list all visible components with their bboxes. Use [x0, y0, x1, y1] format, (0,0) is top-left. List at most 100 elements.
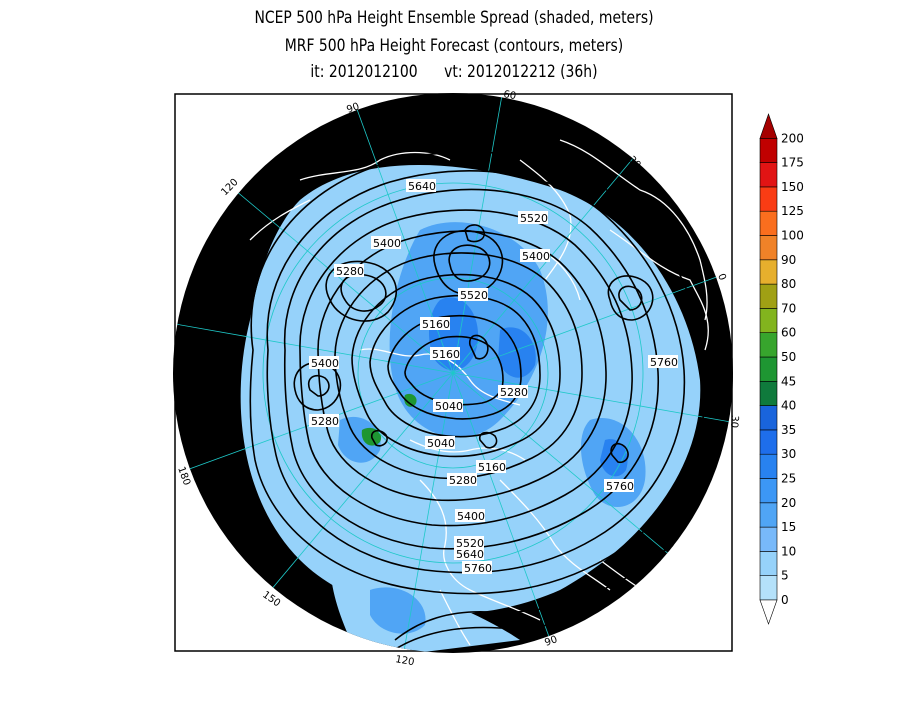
- contour-label: 5520: [458, 288, 488, 302]
- lon-label: 90: [543, 634, 559, 649]
- colorbar-tick-label: 35: [781, 423, 796, 437]
- contour-label: 5760: [604, 479, 634, 493]
- contour-label: 5280: [498, 385, 528, 399]
- svg-text:5280: 5280: [500, 386, 528, 399]
- svg-text:5760: 5760: [650, 356, 678, 369]
- spread-shading: [240, 165, 701, 653]
- colorbar-swatch: [759, 113, 778, 139]
- contour-label: 5160: [420, 317, 450, 331]
- colorbar-tick-label: 80: [781, 277, 796, 291]
- colorbar-tick-label: 90: [781, 253, 796, 267]
- contour-label: 5280: [447, 473, 477, 487]
- contour-label: 5760: [648, 355, 678, 369]
- contour-label: 5280: [309, 414, 339, 428]
- contour-label: 5400: [309, 356, 339, 370]
- colorbar-swatch: [759, 308, 778, 333]
- svg-text:5400: 5400: [311, 357, 339, 370]
- svg-text:5640: 5640: [408, 180, 436, 193]
- svg-text:5040: 5040: [435, 400, 463, 413]
- colorbar-tick-label: 0: [781, 593, 789, 607]
- svg-text:5520: 5520: [520, 212, 548, 225]
- svg-text:5280: 5280: [311, 415, 339, 428]
- lon-label: 120: [394, 654, 415, 668]
- contour-label: 5640: [454, 547, 484, 561]
- svg-text:5400: 5400: [373, 237, 401, 250]
- colorbar-tick-label: 30: [781, 447, 796, 461]
- colorbar-tick-label: 50: [781, 350, 796, 364]
- colorbar-tick-label: 15: [781, 520, 796, 534]
- contour-label: 5400: [371, 236, 401, 250]
- colorbar-tick-label: 45: [781, 374, 796, 388]
- contour-label: 5040: [433, 399, 463, 413]
- lon-label: 150: [174, 317, 188, 338]
- colorbar-tick-label: 40: [781, 399, 796, 413]
- colorbar-swatch: [759, 453, 778, 479]
- lon-label: 0: [715, 272, 728, 282]
- meridian-line: [452, 372, 556, 653]
- svg-text:5760: 5760: [606, 480, 634, 493]
- colorbar-swatch: [759, 526, 778, 552]
- meridian-line: [452, 270, 733, 374]
- contour-label: 5520: [454, 536, 484, 550]
- svg-text:5160: 5160: [432, 348, 460, 361]
- contour-label: 5160: [430, 347, 460, 361]
- contour-label: 5400: [455, 509, 485, 523]
- lon-label: 90: [345, 101, 361, 116]
- title-line-2: MRF 500 hPa Height Forecast (contours, m…: [284, 36, 624, 56]
- meridian-line: [452, 372, 684, 567]
- colorbar-swatch: [759, 380, 778, 406]
- colorbar-tick-label: 100: [781, 229, 804, 243]
- colorbar-tick-label: 10: [781, 544, 796, 558]
- colorbar-swatch: [759, 259, 778, 285]
- colorbar-tick-label: 150: [781, 180, 804, 194]
- svg-text:5400: 5400: [457, 510, 485, 523]
- colorbar-tick-label: 125: [781, 204, 804, 218]
- contour-label: 5160: [476, 460, 506, 474]
- svg-text:5400: 5400: [522, 250, 550, 263]
- meridian-line: [173, 320, 454, 374]
- svg-text:5760: 5760: [464, 562, 492, 575]
- svg-text:5520: 5520: [460, 289, 488, 302]
- colorbar-swatch: [759, 551, 778, 577]
- svg-text:5160: 5160: [478, 461, 506, 474]
- colorbar: 0 5 10 15 20 25 30 35 40 45 50 60 70 80 90 100 125 150 175…: [759, 113, 804, 625]
- contour-label: 5760: [462, 561, 492, 575]
- colorbar-swatch: [759, 210, 778, 236]
- colorbar-under-triangle: [759, 599, 778, 625]
- colorbar-tick-label: 200: [781, 131, 804, 145]
- svg-text:5640: 5640: [456, 548, 484, 561]
- contour-label: 5280: [334, 264, 364, 278]
- colorbar-tick-label: 60: [781, 326, 796, 340]
- colorbar-swatch: [759, 502, 778, 528]
- colorbar-swatch: [759, 332, 778, 358]
- colorbar-swatch: [759, 405, 778, 431]
- colorbar-swatch: [759, 235, 778, 261]
- colorbar-swatch: [759, 138, 778, 163]
- colorbar-swatch: [759, 186, 778, 212]
- title-line-1: NCEP 500 hPa Height Ensemble Spread (sha…: [254, 8, 654, 28]
- colorbar-swatch: [759, 283, 778, 309]
- svg-text:5280: 5280: [449, 474, 477, 487]
- lon-label: 60: [502, 89, 516, 102]
- svg-text:5160: 5160: [422, 318, 450, 331]
- lon-label: 30: [728, 415, 740, 429]
- colorbar-swatch: [759, 575, 778, 601]
- meridian-line: [400, 372, 454, 653]
- colorbar-tick-label: 70: [781, 301, 796, 315]
- colorbar-swatch: [759, 162, 778, 188]
- svg-text:5040: 5040: [427, 437, 455, 450]
- title-line-3: it: 2012012100 vt: 2012012212 (36h): [310, 62, 598, 82]
- colorbar-tick-label: 5: [781, 569, 789, 583]
- colorbar-swatch: [759, 429, 778, 455]
- colorbar-tick-label: 20: [781, 496, 796, 510]
- colorbar-tick-label: 25: [781, 472, 796, 486]
- contour-labels: 5640 5520 5400 5400 5520 5280 5160 5160 …: [309, 179, 678, 575]
- svg-text:5280: 5280: [336, 265, 364, 278]
- meridian-line: [259, 372, 454, 604]
- colorbar-tick-label: 175: [781, 156, 804, 170]
- colorbar-swatch: [759, 356, 778, 382]
- contour-label: 5400: [520, 249, 550, 263]
- svg-text:5520: 5520: [456, 537, 484, 550]
- contour-label: 5640: [406, 179, 436, 193]
- colorbar-swatch: [759, 478, 778, 504]
